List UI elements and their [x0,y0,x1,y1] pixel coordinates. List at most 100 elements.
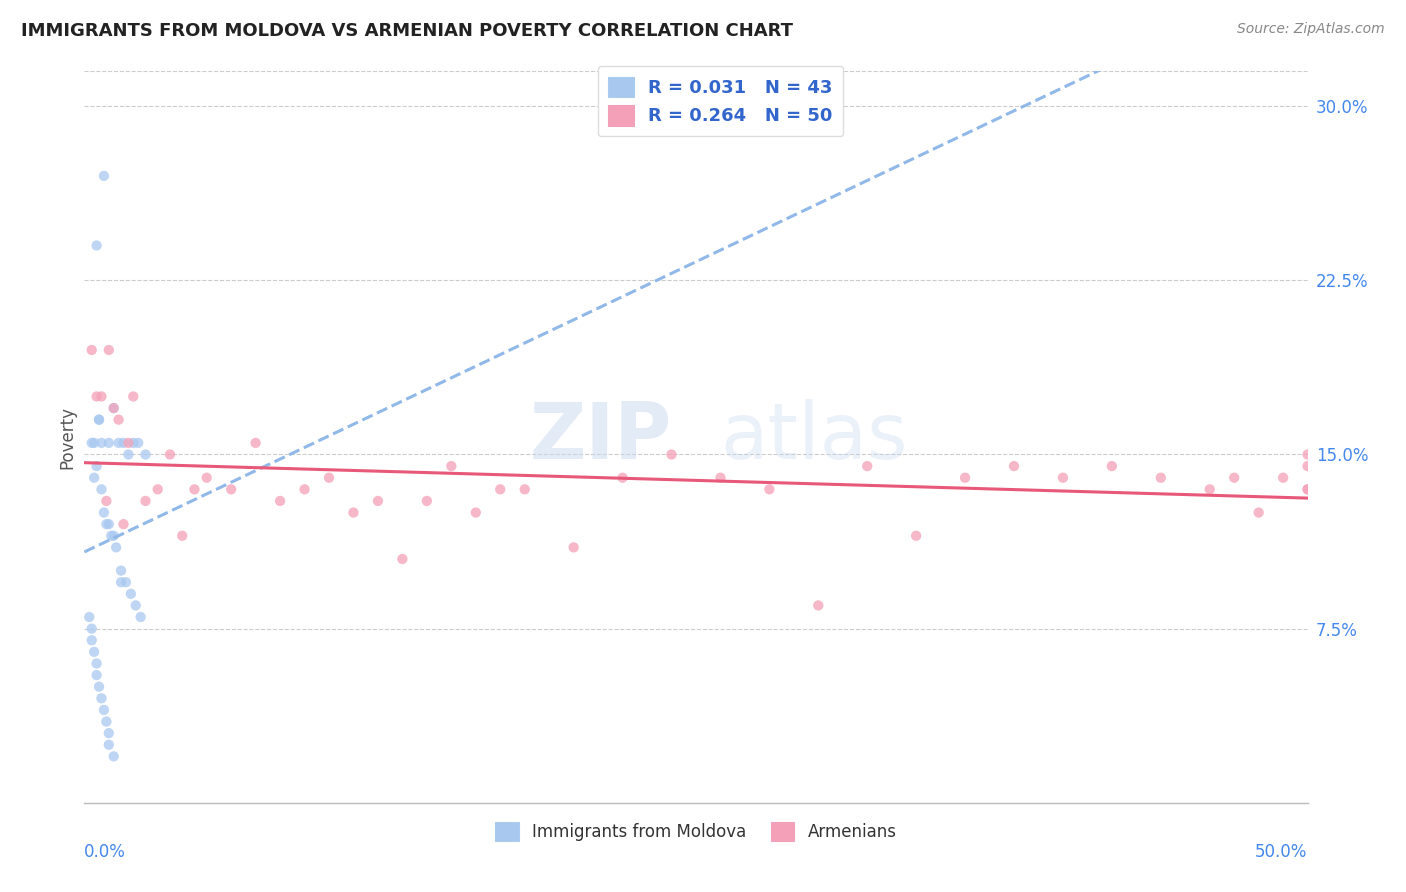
Text: Source: ZipAtlas.com: Source: ZipAtlas.com [1237,22,1385,37]
Point [115,575,138,590]
Point [93,703,115,717]
Point [97,436,120,450]
Point [1150,471,1173,485]
Point [90,389,112,403]
Point [93,506,115,520]
Point [112,436,135,450]
Point [1002,459,1025,474]
Text: 0.0%: 0.0% [84,843,127,861]
Point [83,471,105,485]
Point [709,471,731,485]
Point [856,459,879,474]
Point [87,680,110,694]
Point [100,529,122,543]
Text: atlas: atlas [720,399,908,475]
Point [159,448,181,462]
Point [103,749,125,764]
Point [1296,483,1319,497]
Point [122,389,145,403]
Text: 50.0%: 50.0% [1256,843,1308,861]
Point [122,436,145,450]
Point [80,436,103,450]
Y-axis label: Poverty: Poverty [58,406,76,468]
Point [125,599,148,613]
Point [294,483,316,497]
Point [103,401,125,415]
Point [110,564,132,578]
Point [513,483,536,497]
Point [416,494,439,508]
Point [342,506,364,520]
Point [1296,459,1319,474]
Point [96,517,118,532]
Point [758,483,780,497]
Point [612,471,634,485]
Point [905,529,928,543]
Point [1198,483,1220,497]
Point [562,541,585,555]
Text: IMMIGRANTS FROM MOLDOVA VS ARMENIAN POVERTY CORRELATION CHART: IMMIGRANTS FROM MOLDOVA VS ARMENIAN POVE… [21,22,793,40]
Point [90,436,112,450]
Point [318,471,340,485]
Point [367,494,389,508]
Point [120,587,142,601]
Point [87,412,110,426]
Point [86,459,108,474]
Point [96,494,118,508]
Point [440,459,463,474]
Point [172,529,194,543]
Point [80,343,103,357]
Point [96,714,118,729]
Point [953,471,976,485]
Point [97,343,120,357]
Point [1052,471,1074,485]
Point [86,657,108,671]
Point [129,610,152,624]
Point [269,494,291,508]
Point [391,552,413,566]
Point [105,541,128,555]
Point [97,726,120,740]
Point [110,575,132,590]
Point [87,412,110,426]
Point [183,483,205,497]
Point [80,633,103,648]
Point [146,483,169,497]
Legend: Immigrants from Moldova, Armenians: Immigrants from Moldova, Armenians [486,814,905,849]
Point [489,483,512,497]
Point [1296,483,1319,497]
Point [245,436,267,450]
Point [103,529,125,543]
Point [80,622,103,636]
Point [112,517,135,532]
Point [135,494,157,508]
Point [127,436,149,450]
Point [86,238,108,252]
Point [807,599,830,613]
Point [103,401,125,415]
Point [219,483,242,497]
Point [77,610,100,624]
Point [90,691,112,706]
Point [661,448,683,462]
Point [1296,448,1319,462]
Point [117,436,139,450]
Point [97,517,120,532]
Point [107,436,129,450]
Text: ZIP: ZIP [529,399,672,475]
Point [93,169,115,183]
Point [1223,471,1246,485]
Point [90,483,112,497]
Point [83,645,105,659]
Point [464,506,486,520]
Point [195,471,218,485]
Point [107,412,129,426]
Point [1101,459,1123,474]
Point [135,448,157,462]
Point [1247,506,1270,520]
Point [117,448,139,462]
Point [86,668,108,682]
Point [83,436,105,450]
Point [97,738,120,752]
Point [1272,471,1295,485]
